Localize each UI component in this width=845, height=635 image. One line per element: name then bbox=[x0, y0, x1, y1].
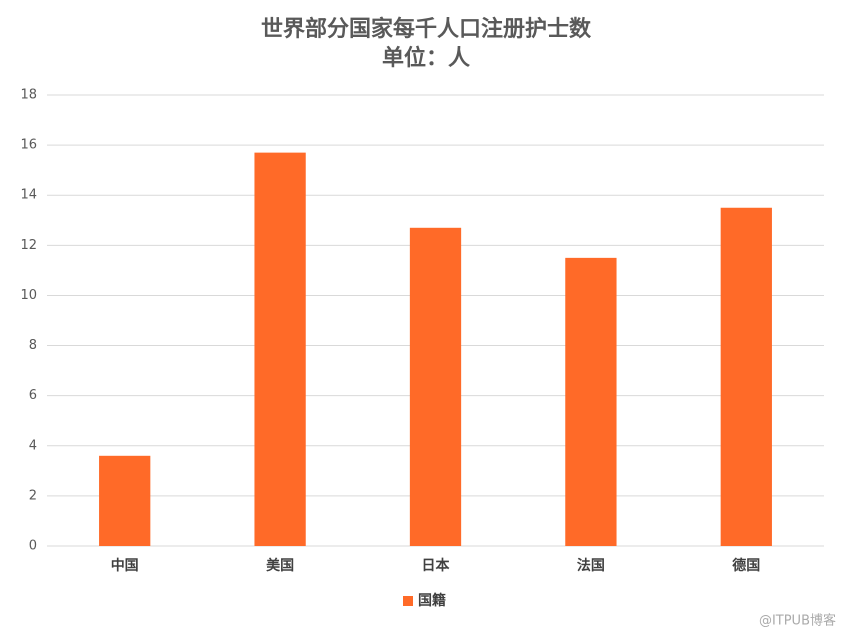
bar bbox=[720, 207, 772, 546]
chart-subtitle: 单位：人 bbox=[382, 45, 470, 71]
legend-label: 国籍 bbox=[418, 592, 446, 609]
y-tick-label: 18 bbox=[20, 88, 37, 103]
x-tick-label: 法国 bbox=[577, 557, 605, 574]
y-tick-label: 12 bbox=[20, 238, 37, 253]
y-tick-label: 6 bbox=[29, 388, 37, 403]
watermark: @ITPUB博客 bbox=[759, 613, 836, 629]
x-tick-label: 美国 bbox=[266, 557, 294, 574]
bar bbox=[99, 455, 151, 546]
bar bbox=[565, 257, 617, 546]
y-tick-label: 0 bbox=[29, 539, 37, 554]
chart-title: 世界部分国家每千人口注册护士数 bbox=[261, 16, 592, 42]
x-tick-label: 日本 bbox=[422, 557, 451, 574]
y-tick-label: 14 bbox=[20, 188, 37, 203]
x-tick-label: 中国 bbox=[111, 557, 139, 574]
y-tick-label: 2 bbox=[29, 488, 37, 503]
y-tick-label: 16 bbox=[20, 138, 37, 153]
y-tick-label: 10 bbox=[20, 288, 37, 303]
x-tick-label: 德国 bbox=[732, 557, 760, 574]
bar bbox=[409, 227, 462, 547]
y-tick-label: 4 bbox=[29, 438, 37, 453]
bar bbox=[254, 152, 306, 546]
legend-swatch bbox=[403, 596, 413, 606]
y-tick-label: 8 bbox=[29, 338, 37, 353]
